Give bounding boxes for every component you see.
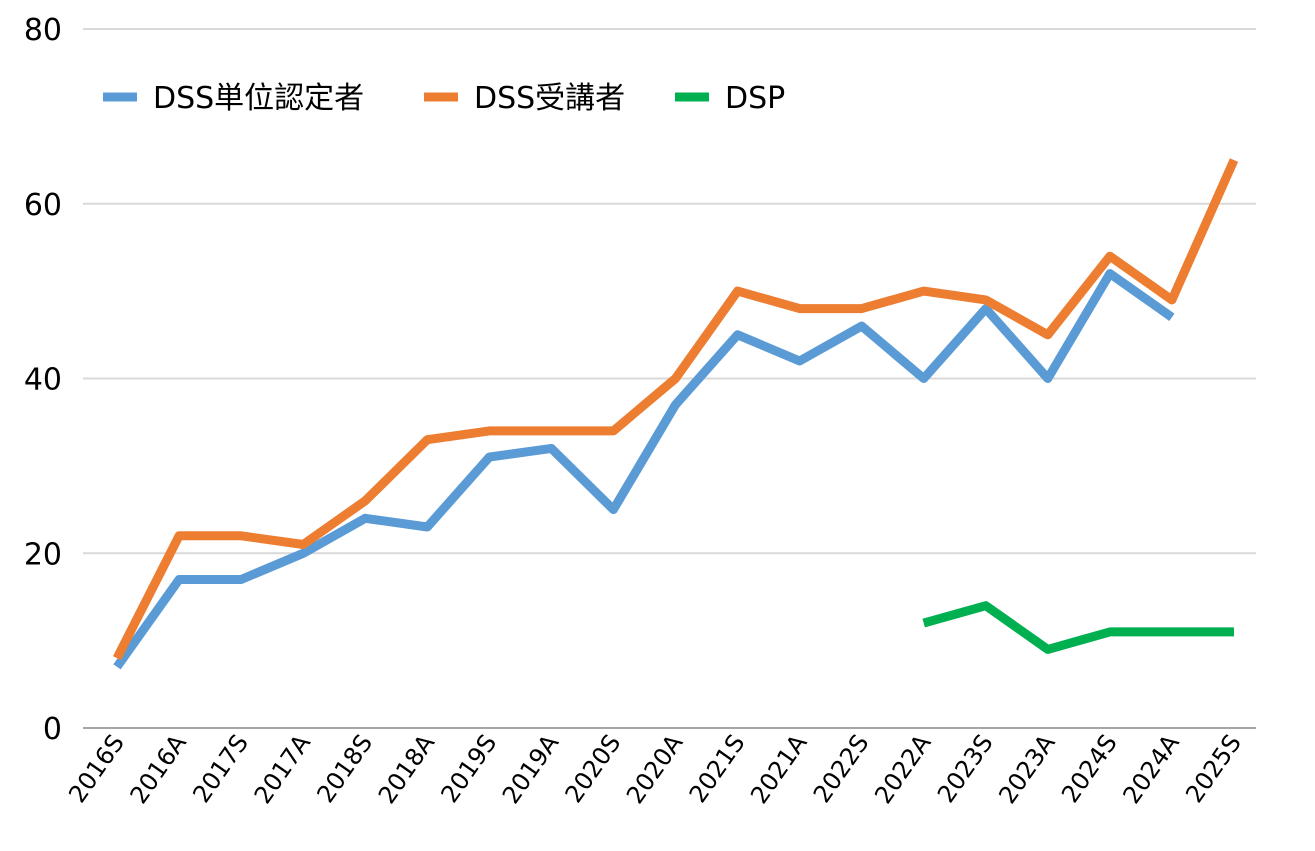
y-tick-label: 80 [24,13,62,48]
x-tick-label: 2022S [808,729,875,808]
x-tick-label: 2016A [125,729,193,809]
x-tick-label: 2023S [932,729,999,808]
x-tick-labels: 2016S2016A2017S2017A2018S2018A2019S2019A… [63,729,1247,809]
x-tick-label: 2019A [497,729,565,809]
y-tick-label: 40 [24,363,62,398]
y-tick-label: 0 [43,712,62,747]
legend-label: DSS受講者 [474,81,625,116]
legend-label: DSP [725,81,785,116]
x-tick-label: 2019S [436,729,503,808]
x-tick-label: 2021A [745,729,813,809]
x-tick-label: 2016S [63,729,130,808]
series-line-1 [113,269,1175,670]
x-tick-label: 2018A [373,729,441,809]
x-tick-label: 2017S [187,729,254,808]
legend: DSS単位認定者 DSS受講者 DSP [103,81,785,116]
y-tick-labels: 0 20 40 60 80 [24,13,62,747]
legend-label: DSS単位認定者 [153,81,364,116]
x-tick-label: 2022A [869,729,937,809]
x-tick-label: 2017A [249,729,317,809]
series-line-2 [112,158,1239,661]
x-tick-label: 2024A [1117,729,1185,809]
gridlines [83,28,1256,555]
x-tick-label: 2023A [993,729,1061,809]
x-tick-label: 2025S [1180,729,1247,808]
series-lines [112,158,1239,670]
x-tick-label: 2024S [1056,729,1123,808]
series-line-3 [922,601,1234,654]
y-tick-label: 60 [24,188,62,223]
x-tick-label: 2020S [560,729,627,808]
x-tick-label: 2018S [311,729,378,808]
y-tick-label: 20 [24,537,62,572]
x-tick-label: 2021S [684,729,751,808]
x-tick-label: 2020A [621,729,689,809]
